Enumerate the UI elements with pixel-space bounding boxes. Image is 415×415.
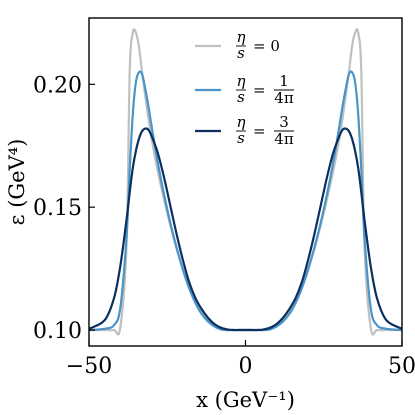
legend-s: s: [237, 88, 245, 106]
y-tick-label: 0.10: [33, 319, 82, 344]
legend-eta: η: [237, 72, 246, 90]
legend-s: s: [237, 44, 245, 62]
series-layer: [89, 28, 402, 336]
legend-equals: = 0: [253, 37, 280, 55]
legend-s: s: [237, 129, 245, 147]
legend-entry: ηs = 14π: [195, 72, 294, 107]
y-axis-label: ε (GeV⁴): [5, 139, 29, 226]
legend-eta: η: [237, 28, 246, 46]
legend-value-denominator: 4π: [274, 89, 294, 107]
x-tick-label: 0: [239, 354, 253, 379]
y-ticks: 0.10 0.15 0.20: [33, 73, 95, 344]
legend-value-denominator: 4π: [274, 130, 294, 148]
x-ticks: −50 0 50: [66, 340, 415, 379]
x-axis-label: x (GeV⁻¹): [196, 388, 295, 412]
y-tick-label: 0.20: [33, 73, 82, 98]
y-tick-label: 0.15: [33, 196, 82, 221]
legend-equals: =: [253, 122, 266, 140]
series-line-2: [89, 127, 402, 332]
plot-background: [89, 18, 402, 346]
x-tick-label: −50: [66, 354, 112, 379]
legend-value-numerator: 1: [279, 72, 289, 90]
legend-entry: ηs = 34π: [195, 113, 294, 148]
x-tick-label: 50: [388, 354, 415, 379]
legend-equals: =: [253, 81, 266, 99]
legend-value-numerator: 3: [279, 113, 289, 131]
legend-eta: η: [237, 113, 246, 131]
legend-entry: ηs = 0: [195, 28, 280, 62]
